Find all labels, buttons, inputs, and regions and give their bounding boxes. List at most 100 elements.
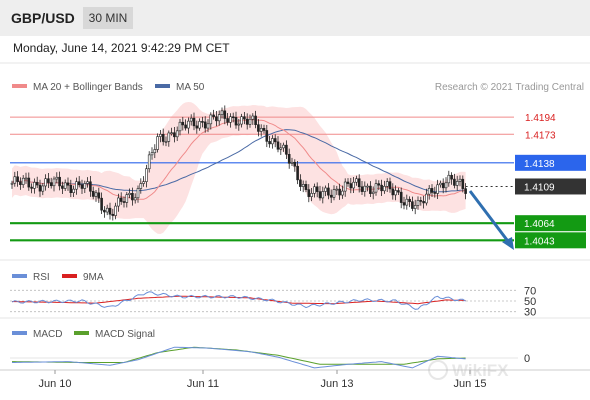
candle-body [282, 144, 285, 149]
candle-body [405, 198, 409, 206]
ma50-legend-swatch [155, 84, 170, 88]
candle-body [184, 124, 187, 129]
bollinger-band-layer [12, 102, 466, 234]
candle-body [455, 181, 459, 186]
candle-body [49, 182, 53, 187]
forecast-arrow-layer [468, 190, 514, 250]
candle-body [35, 182, 39, 186]
candle-body [105, 207, 109, 213]
level-label-1.4064: 1.4064 [524, 219, 555, 230]
timeframe-button[interactable]: 30 MIN [83, 7, 133, 29]
candle-body [55, 176, 59, 180]
candle-body [61, 185, 64, 189]
candle-body [189, 117, 193, 122]
candle-body [408, 198, 411, 202]
candle-body [416, 200, 420, 206]
candle-body [108, 207, 112, 215]
level-label-1.4194: 1.4194 [525, 113, 556, 124]
candle-body [215, 116, 218, 122]
candle-body [234, 117, 238, 126]
candle-body [425, 193, 428, 204]
candle-body [192, 117, 196, 127]
candle-body [380, 184, 383, 192]
candle-body [257, 124, 260, 132]
candle-body [299, 179, 302, 187]
candle-body [341, 190, 344, 196]
candle-body [349, 183, 353, 189]
candle-body [453, 178, 456, 186]
candle-body [422, 201, 425, 204]
candle-body [173, 132, 176, 138]
candle-body [75, 181, 78, 190]
macd-legend-label: MACD [33, 329, 62, 340]
level-label-1.4138: 1.4138 [524, 159, 555, 170]
macd-zero-label: 0 [524, 353, 530, 365]
candle-body [413, 205, 417, 209]
rsi-level-label: 70 [524, 285, 536, 297]
candle-body [86, 181, 89, 184]
candle-body [181, 121, 185, 126]
candle-body [66, 182, 70, 186]
candle-body [461, 178, 465, 189]
candle-body [13, 176, 17, 184]
candle-body [377, 183, 381, 186]
price-levels-layer [10, 116, 514, 242]
candle-body [111, 213, 115, 216]
candle-body [285, 144, 288, 155]
candle-body [430, 188, 434, 193]
rsi-line [11, 291, 466, 310]
candle-body [161, 133, 165, 142]
rsi-ma-legend-label: 9MA [83, 272, 104, 283]
candle-body [10, 182, 14, 185]
candle-body [385, 181, 389, 187]
ma20-legend-label: MA 20 + Bollinger Bands [33, 82, 143, 93]
candle-body [332, 189, 336, 198]
candle-body [145, 168, 148, 182]
candle-body [156, 136, 159, 150]
candle-body [133, 197, 137, 201]
candle-body [293, 161, 297, 167]
candle-body [178, 121, 182, 132]
candle-body [419, 200, 423, 202]
candle-body [394, 190, 397, 196]
candle-body [100, 197, 103, 211]
candle-body [251, 115, 255, 120]
candle-body [139, 183, 143, 189]
candle-body [187, 120, 190, 129]
rsi-legend-swatch [12, 274, 27, 278]
candle-body [374, 183, 378, 193]
candle-body [397, 190, 400, 193]
rsi-ma-legend-swatch [62, 274, 77, 278]
candle-body [33, 182, 36, 189]
candle-body [217, 114, 221, 122]
candle-body [114, 205, 117, 216]
candle-body [279, 147, 283, 150]
candle-body [91, 190, 95, 197]
candle-body [243, 116, 246, 120]
candle-body [276, 141, 280, 150]
level-label-1.4043: 1.4043 [524, 236, 555, 247]
candle-body [360, 186, 364, 192]
candle-body [343, 181, 347, 192]
candle-body [19, 181, 22, 185]
candle-body [383, 185, 386, 192]
candle-body [321, 191, 325, 199]
candle-body [259, 127, 263, 132]
candle-body [335, 188, 339, 191]
candle-body [167, 132, 171, 142]
candle-body [346, 181, 350, 184]
watermark-logo-icon [428, 360, 448, 380]
candle-body [231, 116, 235, 119]
candle-body [16, 176, 19, 183]
candle-body [125, 194, 129, 203]
candle-body [212, 114, 215, 118]
candle-body [58, 176, 61, 187]
candle-body [248, 118, 252, 125]
candle-body [136, 188, 140, 199]
candle-body [352, 181, 355, 189]
macd-legend-swatch [12, 331, 27, 335]
ma20-legend-swatch [12, 84, 27, 88]
candle-body [391, 188, 395, 196]
ma50-legend-label: MA 50 [176, 82, 205, 93]
